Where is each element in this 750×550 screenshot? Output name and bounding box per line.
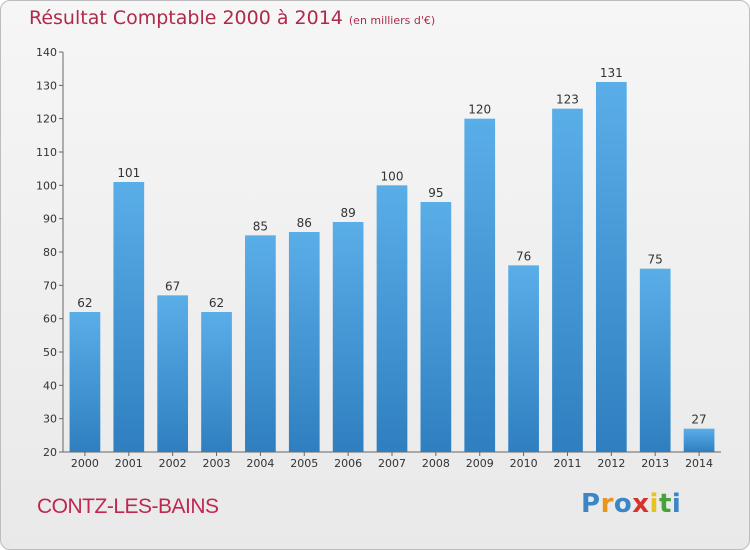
bar-2002 bbox=[157, 295, 189, 452]
bar-2007 bbox=[376, 185, 408, 453]
unit-note: (en milliers d'€) bbox=[348, 14, 436, 27]
data-label-2004: 85 bbox=[253, 219, 268, 233]
y-tick-label: 20 bbox=[43, 446, 57, 459]
proxiti-letter: o bbox=[613, 489, 633, 519]
proxiti-letter: x bbox=[632, 489, 650, 519]
data-label-2001: 101 bbox=[117, 166, 140, 180]
x-tick-label: 2008 bbox=[422, 457, 450, 470]
x-tick-label: 2002 bbox=[159, 457, 187, 470]
y-tick-label: 70 bbox=[43, 279, 57, 292]
bar-2006 bbox=[332, 222, 364, 452]
bar-2014 bbox=[683, 428, 715, 452]
bar-2001 bbox=[113, 182, 145, 452]
x-tick-label: 2006 bbox=[334, 457, 362, 470]
data-label-2010: 76 bbox=[516, 249, 531, 263]
data-label-2011: 123 bbox=[556, 93, 579, 107]
y-tick-label: 50 bbox=[43, 346, 57, 359]
y-tick-label: 40 bbox=[43, 379, 57, 392]
town-name: CONTZ-LES-BAINS bbox=[37, 495, 219, 518]
bar-2004 bbox=[245, 235, 276, 452]
data-label-2000: 62 bbox=[77, 296, 92, 310]
chart-title-text: Résultat Comptable 2000 à 2014 bbox=[29, 7, 343, 29]
data-label-2003: 62 bbox=[209, 296, 224, 310]
chart-title: Résultat Comptable 2000 à 2014 (en millie… bbox=[29, 7, 435, 29]
x-tick-label: 2001 bbox=[115, 457, 143, 470]
data-labels: 62 101 67 62 85 86 89 100 95 120 76 123 131 75 27 bbox=[77, 66, 706, 427]
x-tick-label: 2000 bbox=[71, 457, 99, 470]
x-tick-label: 2012 bbox=[597, 457, 625, 470]
proxiti-letter: i bbox=[649, 489, 659, 519]
data-label-2007: 100 bbox=[381, 169, 404, 183]
bar-2009 bbox=[464, 118, 496, 453]
x-tick-label: 2014 bbox=[685, 457, 713, 470]
y-tick-label: 80 bbox=[43, 246, 57, 259]
y-tick-label: 60 bbox=[43, 313, 57, 326]
proxiti-letter: i bbox=[671, 489, 682, 519]
bar-2012 bbox=[595, 82, 627, 452]
bar-2013 bbox=[639, 268, 671, 452]
bar-2010 bbox=[508, 265, 539, 452]
x-tick-label: 2003 bbox=[203, 457, 231, 470]
y-tick-label: 140 bbox=[36, 46, 57, 59]
y-tick-label: 90 bbox=[43, 213, 57, 226]
x-tick-label: 2011 bbox=[553, 457, 581, 470]
y-tick-label: 100 bbox=[36, 179, 57, 192]
bar-2011 bbox=[552, 108, 583, 453]
x-tick-label: 2010 bbox=[510, 457, 538, 470]
x-tick-label: 2004 bbox=[246, 457, 274, 470]
y-tick-label: 120 bbox=[36, 113, 57, 126]
proxiti-letter: t bbox=[658, 489, 672, 519]
data-label-2012: 131 bbox=[600, 66, 623, 80]
x-tick-label: 2007 bbox=[378, 457, 406, 470]
proxiti-letter: r bbox=[600, 489, 614, 519]
y-tick-label: 130 bbox=[36, 79, 57, 92]
x-tick-label: 2005 bbox=[290, 457, 318, 470]
data-label-2002: 67 bbox=[165, 279, 180, 293]
proxiti-logo: Proxiti bbox=[581, 489, 681, 519]
data-label-2005: 86 bbox=[297, 216, 312, 230]
y-tick-label: 110 bbox=[36, 146, 57, 159]
proxiti-letter: P bbox=[581, 489, 601, 519]
data-label-2008: 95 bbox=[428, 186, 443, 200]
bar-2005 bbox=[288, 232, 320, 452]
data-label-2013: 75 bbox=[648, 253, 663, 267]
data-label-2006: 89 bbox=[340, 206, 355, 220]
bar-2008 bbox=[420, 202, 452, 452]
data-label-2009: 120 bbox=[468, 103, 491, 117]
bars bbox=[69, 82, 715, 453]
y-tick-label: 30 bbox=[43, 413, 57, 426]
data-label-2014: 27 bbox=[691, 413, 706, 427]
bar-2003 bbox=[201, 312, 232, 452]
bar-2000 bbox=[69, 312, 101, 452]
x-tick-label: 2009 bbox=[466, 457, 494, 470]
x-tick-label: 2013 bbox=[641, 457, 669, 470]
